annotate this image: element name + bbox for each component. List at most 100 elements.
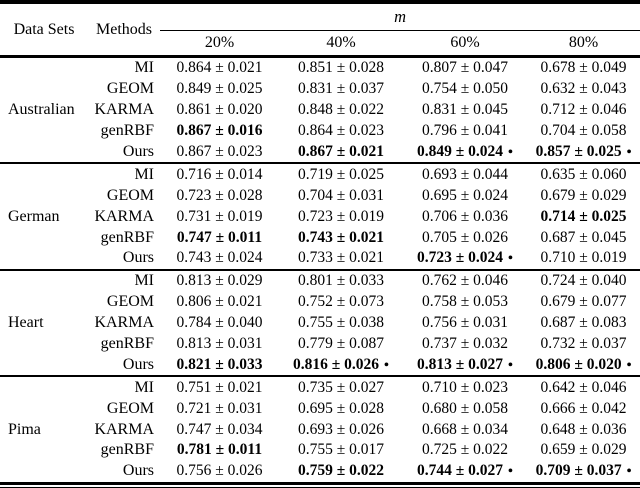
percent-header-80: 80% <box>527 30 640 58</box>
result-value: 0.695 ± 0.028 <box>297 399 384 417</box>
methods-column-header: Methods <box>88 2 160 58</box>
result-value: 0.648 ± 0.036 <box>540 420 627 438</box>
result-value: 0.857 ± 0.025 <box>535 143 622 160</box>
result-value: 0.851 ± 0.028 <box>297 59 384 77</box>
result-cell: 0.744 ± 0.027 • <box>403 461 527 483</box>
result-cell: 0.704 ± 0.031 <box>279 185 403 206</box>
dataset-group: German MI 0.716 ± 0.014 0.719 ± 0.025 0.693 … <box>0 162 640 270</box>
result-value: 0.668 ± 0.034 <box>421 420 508 438</box>
result-cell: 0.695 ± 0.024 <box>403 185 527 206</box>
significance-bullet-icon: • <box>626 464 632 480</box>
method-name: KARMA <box>94 314 154 332</box>
table-row: KARMA 0.731 ± 0.019 0.723 ± 0.019 0.706 ± 0… <box>0 206 640 227</box>
result-value: 0.732 ± 0.037 <box>540 335 627 353</box>
result-value: 0.725 ± 0.022 <box>421 441 508 459</box>
result-cell: 0.735 ± 0.027 <box>279 375 403 399</box>
result-cell: 0.687 ± 0.045 <box>527 227 640 248</box>
result-cell: 0.864 ± 0.021 <box>160 55 279 79</box>
result-value: 0.642 ± 0.046 <box>540 378 627 396</box>
result-value: 0.849 ± 0.024 <box>417 143 504 160</box>
result-value: 0.716 ± 0.014 <box>176 165 263 183</box>
table-row: Ours 0.743 ± 0.024 0.733 ± 0.021 0.723 ± 0.… <box>0 248 640 270</box>
result-cell: 0.762 ± 0.046 <box>403 268 527 292</box>
header-row-top: Data Sets Methods m <box>0 2 640 58</box>
result-value: 0.704 ± 0.031 <box>297 186 384 204</box>
result-cell: 0.725 ± 0.022 <box>403 440 527 461</box>
result-cell: 0.747 ± 0.034 <box>160 419 279 440</box>
result-value: 0.747 ± 0.034 <box>176 420 263 438</box>
result-cell: 0.849 ± 0.025 <box>160 79 279 100</box>
result-value: 0.679 ± 0.029 <box>540 186 627 204</box>
result-value: 0.632 ± 0.043 <box>540 80 627 98</box>
result-cell: 0.743 ± 0.021 <box>279 227 403 248</box>
result-cell: 0.719 ± 0.025 <box>279 162 403 186</box>
result-value: 0.731 ± 0.019 <box>176 207 263 225</box>
result-cell: 0.867 ± 0.023 <box>160 142 279 164</box>
method-name: MI <box>88 55 160 79</box>
result-cell: 0.659 ± 0.029 <box>527 440 640 461</box>
method-name: MI <box>88 162 160 186</box>
result-value: 0.806 ± 0.020 <box>535 355 622 373</box>
result-cell: 0.747 ± 0.011 <box>160 227 279 248</box>
result-value: 0.816 ± 0.026 <box>293 355 380 373</box>
table-row: KARMA 0.861 ± 0.020 0.848 ± 0.022 0.831 ± 0… <box>0 100 640 121</box>
result-value: 0.723 ± 0.028 <box>176 186 263 204</box>
result-cell: 0.755 ± 0.017 <box>279 440 403 461</box>
result-value: 0.723 ± 0.019 <box>297 207 384 225</box>
result-cell: 0.867 ± 0.016 <box>160 121 279 142</box>
table-row: genRBF 0.813 ± 0.031 0.779 ± 0.087 0.737 ± … <box>0 334 640 355</box>
result-cell: 0.706 ± 0.036 <box>403 206 527 227</box>
result-value: 0.710 ± 0.023 <box>421 378 508 396</box>
method-name: MI <box>88 375 160 399</box>
method-name: KARMA <box>94 101 154 119</box>
result-value: 0.806 ± 0.021 <box>176 293 263 311</box>
result-cell: 0.821 ± 0.033 <box>160 354 279 376</box>
result-value: 0.721 ± 0.031 <box>176 399 263 417</box>
result-value: 0.735 ± 0.027 <box>297 378 384 396</box>
dataset-name: Pima <box>0 375 88 484</box>
result-cell: 0.756 ± 0.031 <box>403 313 527 334</box>
method-name: Ours <box>122 143 154 160</box>
result-value: 0.752 ± 0.073 <box>297 293 384 311</box>
result-value: 0.737 ± 0.032 <box>421 335 508 353</box>
result-cell: 0.678 ± 0.049 <box>527 55 640 79</box>
result-cell: 0.648 ± 0.036 <box>527 419 640 440</box>
result-value: 0.864 ± 0.021 <box>176 59 263 77</box>
table-row: GEOM 0.849 ± 0.025 0.831 ± 0.037 0.754 ± 0.… <box>0 79 640 100</box>
table-row: GEOM 0.806 ± 0.021 0.752 ± 0.073 0.758 ± 0.… <box>0 292 640 313</box>
result-cell: 0.796 ± 0.041 <box>403 121 527 142</box>
significance-bullet-icon: • <box>508 251 513 267</box>
result-value: 0.695 ± 0.024 <box>421 186 508 204</box>
result-cell: 0.751 ± 0.021 <box>160 375 279 399</box>
method-name: Ours <box>122 249 154 267</box>
result-cell: 0.723 ± 0.024 • <box>403 248 527 270</box>
result-value: 0.754 ± 0.050 <box>421 80 508 98</box>
method-name: GEOM <box>106 186 154 204</box>
result-cell: 0.784 ± 0.040 <box>160 313 279 334</box>
result-cell: 0.831 ± 0.037 <box>279 79 403 100</box>
result-value: 0.693 ± 0.044 <box>421 165 508 183</box>
result-cell: 0.781 ± 0.011 <box>160 440 279 461</box>
method-name: GEOM <box>106 293 154 311</box>
result-cell: 0.714 ± 0.025 <box>527 206 640 227</box>
percent-header-20: 20% <box>160 30 279 58</box>
result-cell: 0.756 ± 0.026 <box>160 461 279 483</box>
result-cell: 0.680 ± 0.058 <box>403 398 527 419</box>
result-cell: 0.867 ± 0.021 <box>279 142 403 164</box>
table-row: GEOM 0.723 ± 0.028 0.704 ± 0.031 0.695 ± 0.… <box>0 185 640 206</box>
result-value: 0.743 ± 0.021 <box>297 228 384 246</box>
result-cell: 0.813 ± 0.031 <box>160 334 279 355</box>
result-cell: 0.758 ± 0.053 <box>403 292 527 313</box>
table-row: Ours 0.867 ± 0.023 0.867 ± 0.021 0.849 ± 0.… <box>0 142 640 164</box>
result-cell: 0.709 ± 0.037 • <box>527 461 640 483</box>
result-cell: 0.693 ± 0.026 <box>279 419 403 440</box>
result-cell: 0.642 ± 0.046 <box>527 375 640 399</box>
result-value: 0.831 ± 0.037 <box>297 80 384 98</box>
result-cell: 0.705 ± 0.026 <box>403 227 527 248</box>
result-cell: 0.733 ± 0.021 <box>279 248 403 270</box>
result-value: 0.759 ± 0.022 <box>297 462 384 480</box>
significance-bullet-icon: • <box>508 357 513 373</box>
result-cell: 0.723 ± 0.028 <box>160 185 279 206</box>
m-spanning-header: m <box>160 2 640 31</box>
result-value: 0.724 ± 0.040 <box>540 272 627 290</box>
